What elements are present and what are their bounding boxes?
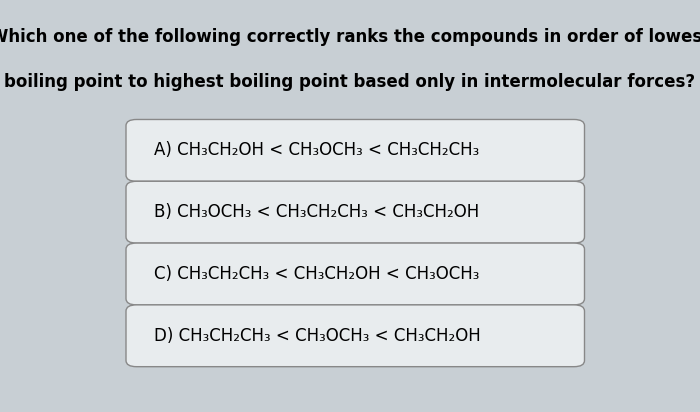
Text: C) CH₃CH₂CH₃ < CH₃CH₂OH < CH₃OCH₃: C) CH₃CH₂CH₃ < CH₃CH₂OH < CH₃OCH₃ — [154, 265, 480, 283]
Text: boiling point to highest boiling point based only in intermolecular forces?: boiling point to highest boiling point b… — [4, 73, 696, 91]
Text: Which one of the following correctly ranks the compounds in order of lowest: Which one of the following correctly ran… — [0, 28, 700, 46]
FancyBboxPatch shape — [126, 305, 584, 367]
Text: B) CH₃OCH₃ < CH₃CH₂CH₃ < CH₃CH₂OH: B) CH₃OCH₃ < CH₃CH₂CH₃ < CH₃CH₂OH — [154, 203, 480, 221]
Text: D) CH₃CH₂CH₃ < CH₃OCH₃ < CH₃CH₂OH: D) CH₃CH₂CH₃ < CH₃OCH₃ < CH₃CH₂OH — [154, 327, 481, 345]
Text: A) CH₃CH₂OH < CH₃OCH₃ < CH₃CH₂CH₃: A) CH₃CH₂OH < CH₃OCH₃ < CH₃CH₂CH₃ — [154, 141, 480, 159]
FancyBboxPatch shape — [126, 119, 584, 181]
FancyBboxPatch shape — [126, 243, 584, 305]
FancyBboxPatch shape — [126, 181, 584, 243]
